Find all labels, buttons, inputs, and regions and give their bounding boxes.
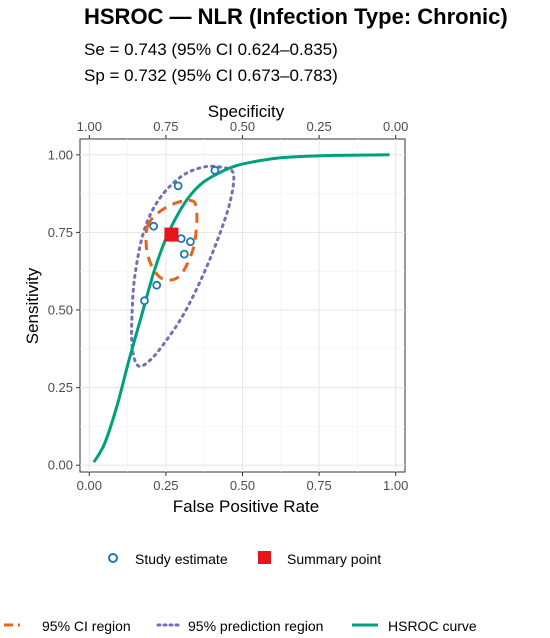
y-tick-label: 0.25 [48, 380, 73, 395]
x-axis-title: False Positive Rate [173, 497, 319, 516]
top-tick-label: 0.75 [153, 119, 178, 134]
y-tick-label: 0.75 [48, 225, 73, 240]
x-tick-label: 0.00 [77, 478, 102, 493]
legend-study-estimate-label: Study estimate [135, 551, 228, 567]
legend-point-types: Study estimate Summary point [108, 551, 381, 567]
legend-hsroc-curve-label: HSROC curve [388, 618, 477, 634]
legend-prediction-region-label: 95% prediction region [188, 618, 323, 634]
study-estimate-point [173, 181, 183, 191]
chart-subtitle-specificity: Sp = 0.732 (95% CI 0.673–0.783) [84, 66, 338, 85]
x-tick-label: 0.75 [306, 478, 331, 493]
y-tick-label: 1.00 [48, 147, 73, 162]
ci-region-path [144, 198, 199, 282]
study-estimate-point [186, 237, 195, 247]
top-tick-label: 0.00 [383, 119, 408, 134]
prediction-region-path [130, 164, 236, 368]
legend-summary-point-label: Summary point [287, 551, 381, 567]
axis-ticks: 0.00 1.00 0.00 0.25 0.75 0.25 0.50 0.50 0.50 0.75… [48, 119, 409, 493]
study-estimate-point [152, 280, 162, 290]
top-tick-label: 0.25 [306, 119, 331, 134]
study-estimate-point [140, 296, 149, 306]
top-axis-title: Specificity [208, 102, 285, 121]
top-tick-label: 0.50 [230, 119, 255, 134]
study-estimate-point [179, 249, 189, 259]
study-estimate-point [176, 234, 186, 244]
summary-point-marker [164, 227, 179, 242]
x-tick-label: 1.00 [383, 478, 408, 493]
legend-summary-point-marker [258, 551, 271, 564]
regions [92, 153, 390, 463]
legend-ci-region-label: 95% CI region [42, 618, 131, 634]
points [140, 165, 220, 306]
chart-title: HSROC — NLR (Infection Type: Chronic) [84, 4, 508, 29]
legend-line-types: 95% CI region 95% prediction region HSRO… [4, 618, 477, 634]
study-estimate-point [210, 165, 220, 175]
y-axis-title: Sensitivity [23, 267, 42, 344]
study-estimate-point [149, 221, 159, 231]
x-tick-label: 0.50 [230, 478, 255, 493]
top-tick-label: 1.00 [77, 119, 102, 134]
x-tick-label: 0.25 [153, 478, 178, 493]
legend-study-estimate-marker [108, 553, 118, 563]
chart-subtitle-sensitivity: Se = 0.743 (95% CI 0.624–0.835) [84, 40, 338, 59]
hsroc-curve-path [92, 153, 390, 463]
grid-lines [80, 139, 405, 472]
y-tick-label: 0.50 [48, 303, 73, 318]
y-tick-label: 0.00 [48, 458, 73, 473]
